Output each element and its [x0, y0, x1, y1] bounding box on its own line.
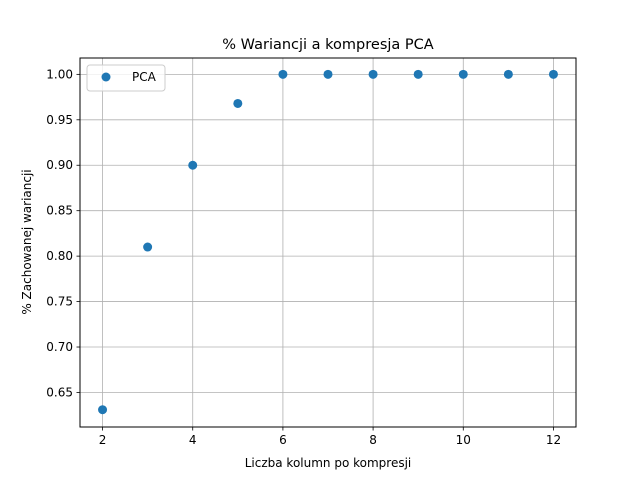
x-axis-label: Liczba kolumn po kompresji — [245, 456, 412, 470]
y-tick-label: 0.95 — [46, 113, 73, 127]
data-points — [98, 69, 558, 415]
plot-frame — [79, 57, 577, 428]
chart-title: % Wariancji a kompresja PCA — [222, 37, 433, 53]
y-tick-label: 0.70 — [46, 340, 73, 354]
y-tick-label: 0.65 — [46, 385, 73, 399]
ticks: 2 4 6 8 10 12 0.65 0.70 0.75 0.80 0.85 0.90 0.95 1.00 — [46, 67, 561, 447]
x-tick-label: 2 — [99, 433, 107, 447]
data-point — [188, 160, 198, 170]
legend-label: PCA — [132, 70, 157, 84]
data-point — [458, 69, 468, 79]
data-point — [413, 69, 423, 79]
y-tick-label: 0.85 — [46, 204, 73, 218]
x-tick-label: 12 — [546, 433, 561, 447]
data-point — [548, 69, 558, 79]
y-tick-label: 0.90 — [46, 158, 73, 172]
data-point — [503, 69, 513, 79]
y-tick-label: 0.80 — [46, 249, 73, 263]
y-tick-label: 0.75 — [46, 295, 73, 309]
data-point — [368, 69, 378, 79]
legend-box — [86, 64, 166, 92]
data-point — [143, 242, 153, 252]
legend-marker — [101, 72, 111, 82]
data-point — [98, 405, 108, 415]
x-tick-label: 6 — [279, 433, 287, 447]
data-point — [278, 69, 288, 79]
data-point — [323, 69, 333, 79]
data-point — [233, 98, 243, 108]
y-axis-label: % Zachowanej wariancji — [20, 169, 34, 314]
y-tick-label: 1.00 — [46, 67, 73, 81]
x-tick-label: 10 — [456, 433, 471, 447]
legend: PCA — [86, 64, 166, 92]
x-tick-label: 8 — [369, 433, 377, 447]
x-tick-label: 4 — [189, 433, 197, 447]
